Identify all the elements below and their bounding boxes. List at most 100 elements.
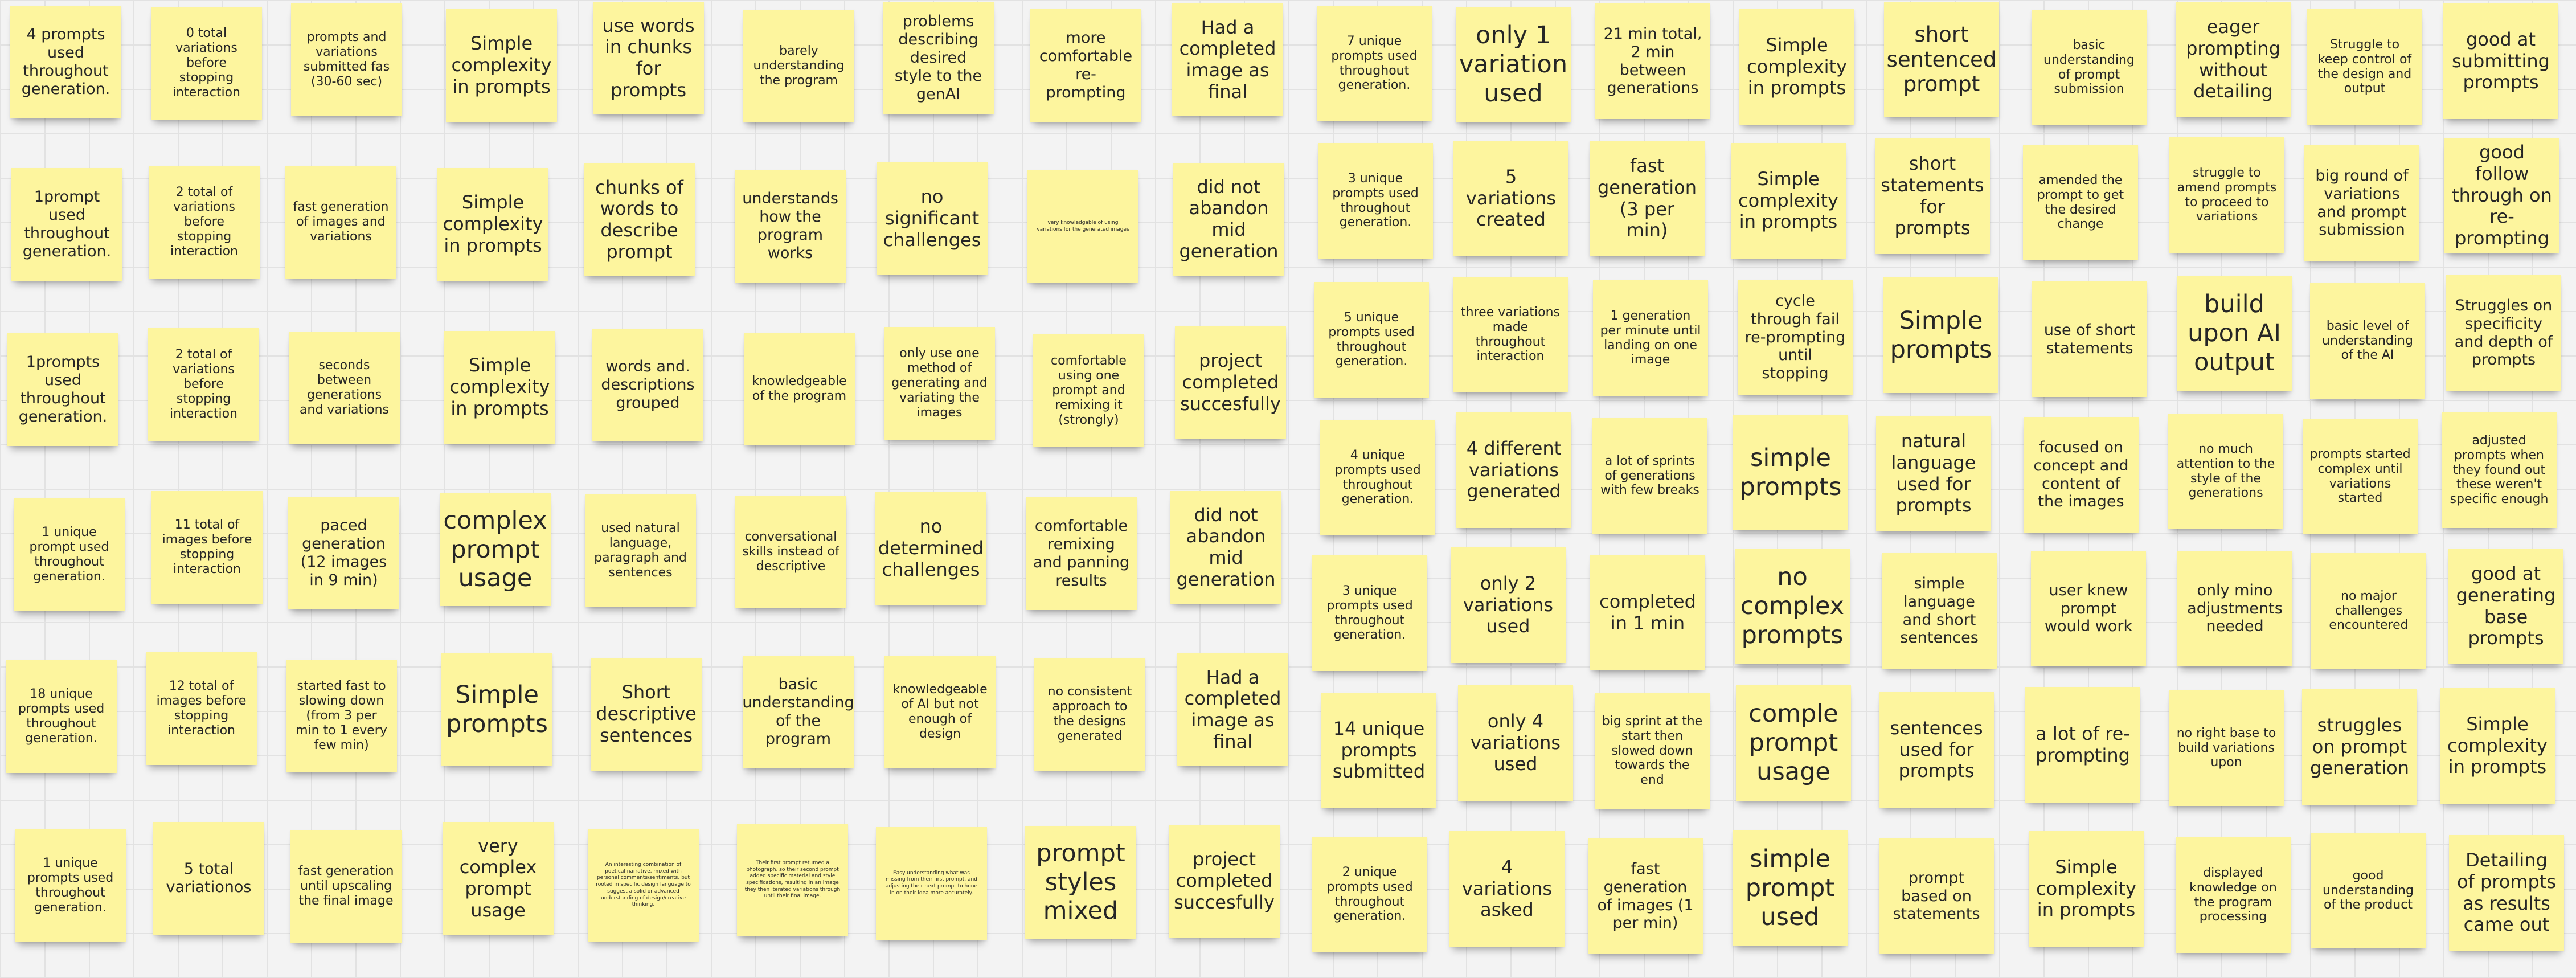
sticky-note-left-c4-r3[interactable]: Simple complexity in prompts <box>444 331 555 444</box>
sticky-note-left-c4-r4[interactable]: complex prompt usage <box>440 493 551 606</box>
sticky-note-right-c7-r7[interactable]: displayed knowledge on the program proce… <box>2176 837 2291 953</box>
sticky-note-left-c7-r1[interactable]: problems describing desired style to the… <box>883 2 994 114</box>
sticky-note-right-c2-r7[interactable]: 4 variations asked <box>1449 831 1565 947</box>
sticky-note-right-c3-r4[interactable]: a lot of sprints of generations with few… <box>1592 418 1707 534</box>
sticky-note-right-c5-r1[interactable]: short sentenced prompt <box>1884 2 1999 117</box>
sticky-note-right-c6-r5[interactable]: user knew prompt would work <box>2031 551 2146 666</box>
sticky-note-right-c6-r6[interactable]: a lot of re-prompting <box>2025 687 2140 803</box>
sticky-note-left-c3-r6[interactable]: fast generation until upscaling the fina… <box>290 830 402 943</box>
sticky-note-right-c9-r6[interactable]: Simple complexity in prompts <box>2440 688 2555 804</box>
sticky-note-right-c6-r1[interactable]: basic understanding of prompt submission <box>2032 10 2147 125</box>
sticky-note-right-c4-r1[interactable]: Simple complexity in prompts <box>1739 9 1854 125</box>
sticky-note-right-c4-r7[interactable]: simple prompt used <box>1733 830 1848 946</box>
sticky-note-left-c5-r2[interactable]: chunks of words to describe prompt <box>584 163 695 276</box>
sticky-note-left-c2-r4[interactable]: 11 total of images before stopping inter… <box>151 491 263 604</box>
sticky-note-right-c8-r4[interactable]: prompts started complex until variations… <box>2303 419 2418 534</box>
sticky-note-left-c3-r2[interactable]: fast generation of images and variations <box>285 166 396 279</box>
sticky-note-left-c1-r5[interactable]: 18 unique prompts used throughout genera… <box>6 660 117 773</box>
sticky-note-right-c4-r6[interactable]: comple prompt usage <box>1736 685 1851 801</box>
sticky-note-right-c5-r7[interactable]: prompt based on statements <box>1879 838 1994 954</box>
sticky-note-right-c1-r6[interactable]: 14 unique prompts submitted <box>1321 693 1436 808</box>
sticky-note-left-c2-r3[interactable]: 2 total of variations before stopping in… <box>148 328 259 441</box>
sticky-note-left-c8-r5[interactable]: no consistent approach to the designs ge… <box>1034 658 1145 771</box>
sticky-note-right-c6-r7[interactable]: Simple complexity in prompts <box>2029 831 2144 947</box>
sticky-note-right-c6-r3[interactable]: use of short statements <box>2032 281 2147 397</box>
sticky-note-right-c1-r3[interactable]: 5 unique prompts used throughout generat… <box>1314 282 1429 398</box>
sticky-note-right-c7-r4[interactable]: no much attention to the style of the ge… <box>2168 414 2283 529</box>
sticky-note-left-c9-r6[interactable]: project completed succesfully <box>1169 825 1280 938</box>
sticky-note-left-c2-r2[interactable]: 2 total of variations before stopping in… <box>149 166 260 279</box>
sticky-note-left-c3-r5[interactable]: started fast to slowing down (from 3 per… <box>286 660 397 772</box>
sticky-note-right-c7-r5[interactable]: only mino adjustments needed <box>2177 551 2292 666</box>
sticky-note-right-c1-r4[interactable]: 4 unique prompts used throughout generat… <box>1320 420 1435 535</box>
sticky-note-right-c4-r5[interactable]: no complex prompts <box>1735 549 1850 664</box>
sticky-note-right-c9-r4[interactable]: adjusted prompts when they found out the… <box>2442 412 2557 528</box>
sticky-note-left-c7-r4[interactable]: no determined challenges <box>875 492 986 605</box>
sticky-note-right-c3-r1[interactable]: 21 min total, 2 min between generations <box>1595 3 1710 119</box>
sticky-note-left-c1-r4[interactable]: 1 unique prompt used throughout generati… <box>14 498 125 611</box>
sticky-note-left-c4-r1[interactable]: Simple complexity in prompts <box>446 9 557 122</box>
sticky-note-left-c7-r6[interactable]: Easy understanding what was missing from… <box>876 827 987 940</box>
sticky-note-right-c8-r5[interactable]: no major challenges encountered <box>2311 553 2426 669</box>
sticky-note-left-c6-r3[interactable]: knowledgeable of the program <box>744 333 855 445</box>
sticky-note-right-c5-r2[interactable]: short statements for prompts <box>1875 138 1990 254</box>
sticky-note-right-c9-r7[interactable]: Detailing of prompts as results came out <box>2449 835 2564 951</box>
sticky-note-left-c5-r1[interactable]: use words in chunks for prompts <box>593 2 704 114</box>
sticky-note-right-c2-r6[interactable]: only 4 variations used <box>1458 685 1573 801</box>
sticky-note-left-c6-r6[interactable]: Their first prompt returned a photograph… <box>737 824 848 936</box>
sticky-note-right-c8-r6[interactable]: struggles on prompt generation <box>2302 689 2417 805</box>
sticky-note-left-c9-r1[interactable]: Had a completed image as final <box>1172 3 1283 116</box>
sticky-note-right-c8-r2[interactable]: big round of variations and prompt submi… <box>2304 145 2419 261</box>
sticky-note-right-c8-r1[interactable]: Struggle to keep control of the design a… <box>2307 9 2422 125</box>
sticky-note-right-c7-r1[interactable]: eager prompting without detailing <box>2176 2 2291 117</box>
sticky-note-left-c3-r4[interactable]: paced generation (12 images in 9 min) <box>288 497 399 609</box>
sticky-note-right-c2-r5[interactable]: only 2 variations used <box>1451 547 1566 663</box>
sticky-note-left-c6-r4[interactable]: conversational skills instead of descrip… <box>735 496 846 608</box>
sticky-note-right-c3-r3[interactable]: 1 generation per minute until landing on… <box>1593 280 1708 396</box>
sticky-note-right-c1-r2[interactable]: 3 unique prompts used throughout generat… <box>1318 143 1433 259</box>
sticky-note-left-c1-r2[interactable]: 1prompt used throughout generation. <box>11 168 122 281</box>
sticky-note-left-c5-r4[interactable]: used natural language, paragraph and sen… <box>585 494 696 607</box>
sticky-note-left-c8-r6[interactable]: prompt styles mixed <box>1025 826 1136 939</box>
sticky-note-right-c9-r2[interactable]: good follow through on re-prompting <box>2444 138 2559 253</box>
sticky-note-right-c9-r3[interactable]: Struggles on specificity and depth of pr… <box>2446 275 2561 391</box>
sticky-note-left-c4-r6[interactable]: very complex prompt usage <box>443 822 554 935</box>
sticky-note-left-c5-r3[interactable]: words and. descriptions grouped <box>592 329 703 441</box>
sticky-note-left-c9-r2[interactable]: did not abandon mid generation <box>1173 163 1284 276</box>
sticky-note-right-c8-r3[interactable]: basic level of understanding of the AI <box>2310 283 2425 399</box>
sticky-note-right-c7-r6[interactable]: no right base to build variations upon <box>2169 690 2284 806</box>
sticky-note-right-c6-r4[interactable]: focused on concept and content of the im… <box>2024 417 2139 533</box>
sticky-note-left-c7-r2[interactable]: no significant challenges <box>877 162 988 275</box>
sticky-note-left-c2-r6[interactable]: 5 total variationos <box>153 822 264 935</box>
sticky-note-right-c9-r5[interactable]: good at generating base prompts <box>2448 549 2563 664</box>
sticky-note-left-c1-r3[interactable]: 1prompts used throughout generation. <box>7 333 118 446</box>
sticky-note-right-c3-r7[interactable]: fast generation of images (1 per min) <box>1588 838 1703 954</box>
sticky-note-right-c7-r2[interactable]: struggle to amend prompts to proceed to … <box>2169 137 2284 253</box>
sticky-note-right-c4-r4[interactable]: simple prompts <box>1733 415 1848 530</box>
sticky-note-left-c8-r3[interactable]: comfortable using one prompt and remixin… <box>1033 334 1144 447</box>
sticky-note-right-c8-r7[interactable]: good understanding of the product <box>2311 833 2426 948</box>
sticky-note-left-c3-r1[interactable]: prompts and variations submitted fas (30… <box>291 3 402 116</box>
sticky-note-right-c3-r2[interactable]: fast generation (3 per min) <box>1590 141 1705 256</box>
sticky-note-right-c3-r6[interactable]: big sprint at the start then slowed down… <box>1595 693 1710 809</box>
sticky-note-right-c1-r5[interactable]: 3 unique prompts used throughout generat… <box>1312 555 1427 671</box>
sticky-note-left-c9-r4[interactable]: did not abandon mid generation <box>1170 491 1281 604</box>
sticky-note-left-c6-r1[interactable]: barely understanding the program <box>743 10 854 122</box>
sticky-note-left-c9-r5[interactable]: Had a completed image as final <box>1177 653 1288 766</box>
sticky-note-right-c2-r2[interactable]: 5 variations created <box>1453 141 1568 256</box>
sticky-note-right-c9-r1[interactable]: good at submitting prompts <box>2443 3 2558 119</box>
sticky-note-right-c6-r2[interactable]: amended the prompt to get the desired ch… <box>2023 145 2138 260</box>
sticky-note-left-c5-r6[interactable]: An interesting combination of poetical n… <box>588 829 699 942</box>
sticky-note-left-c6-r2[interactable]: understands how the program works <box>735 170 846 283</box>
sticky-note-left-c6-r5[interactable]: basic understanding of the program <box>743 656 854 768</box>
sticky-note-right-c7-r3[interactable]: build upon AI output <box>2177 276 2292 391</box>
sticky-note-left-c9-r3[interactable]: project completed succesfully <box>1175 326 1286 439</box>
sticky-note-right-c1-r1[interactable]: 7 unique prompts used throughout generat… <box>1317 6 1432 121</box>
sticky-note-right-c5-r5[interactable]: simple language and short sentences <box>1882 553 1997 669</box>
sticky-note-right-c2-r3[interactable]: three variations made throughout interac… <box>1453 277 1568 392</box>
sticky-note-right-c5-r6[interactable]: sentences used for prompts <box>1879 692 1994 808</box>
sticky-note-left-c8-r1[interactable]: more comfortable re-prompting <box>1030 9 1141 122</box>
sticky-note-left-c4-r2[interactable]: Simple complexity in prompts <box>437 168 548 281</box>
sticky-note-left-c4-r5[interactable]: Simple prompts <box>441 653 552 766</box>
